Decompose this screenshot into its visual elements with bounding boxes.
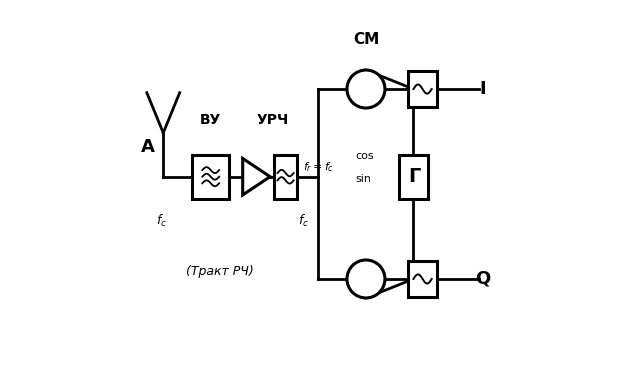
Circle shape	[347, 260, 385, 298]
Text: $f_c$: $f_c$	[156, 212, 167, 229]
Polygon shape	[243, 159, 270, 195]
Bar	[399, 155, 428, 199]
Text: $f_r$$=$$f_c$: $f_r$$=$$f_c$	[303, 161, 334, 174]
Text: (Тракт РЧ): (Тракт РЧ)	[186, 265, 254, 278]
Text: ВУ: ВУ	[200, 113, 222, 127]
Text: I: I	[480, 80, 486, 98]
Bar	[408, 71, 437, 107]
Text: Q: Q	[475, 270, 490, 288]
Bar	[274, 155, 297, 199]
Bar	[408, 261, 437, 297]
Text: sin: sin	[356, 174, 372, 184]
Text: СМ: СМ	[353, 32, 379, 47]
Bar	[192, 155, 229, 199]
Text: УРЧ: УРЧ	[257, 113, 289, 127]
Text: $f_c$: $f_c$	[299, 212, 309, 229]
Text: Г: Г	[408, 167, 420, 186]
Text: А: А	[141, 138, 155, 156]
Text: cos: cos	[356, 151, 374, 160]
Circle shape	[347, 70, 385, 108]
